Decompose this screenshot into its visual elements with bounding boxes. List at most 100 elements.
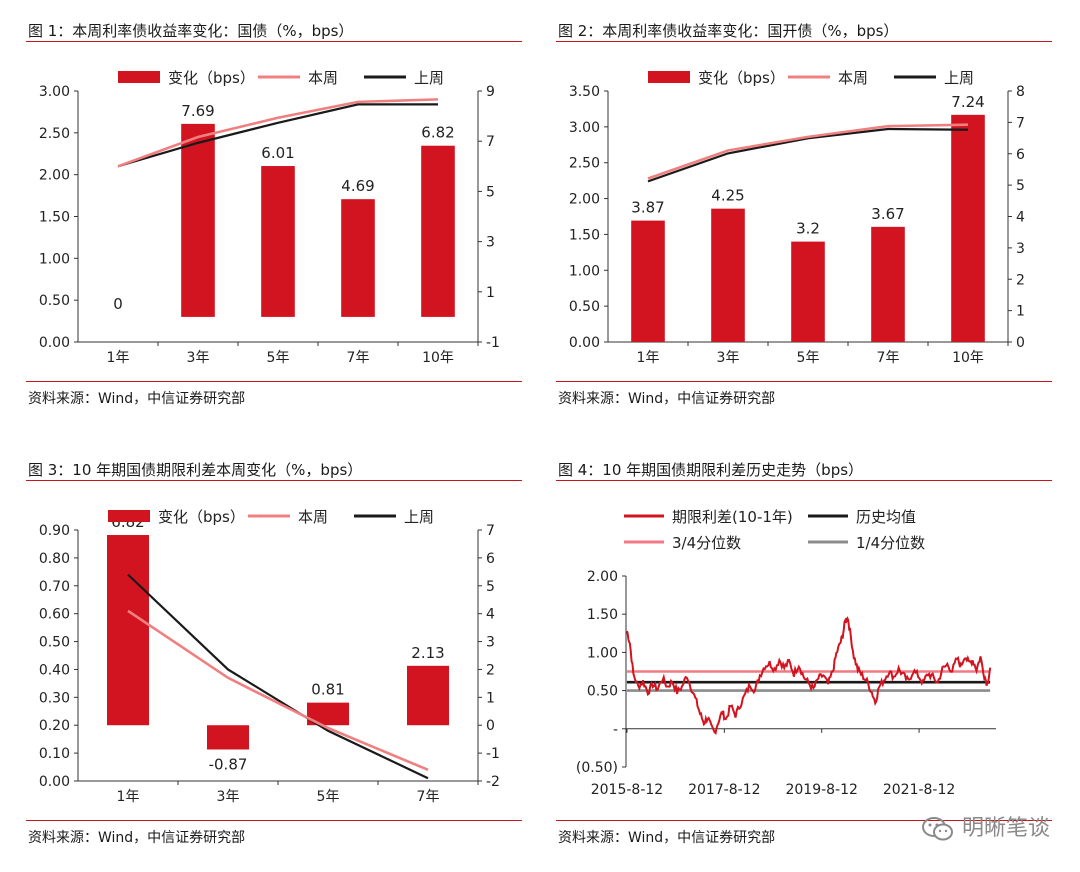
legend-swatch-change <box>118 71 160 83</box>
x-tick-label: 7年 <box>417 789 440 805</box>
bar-data-label: -0.87 <box>209 755 248 773</box>
x-tick-label: 3年 <box>187 350 210 366</box>
right-tick-label: 0 <box>1016 335 1025 351</box>
left-tick-label: 0.40 <box>39 662 70 678</box>
chart1-title: 图 1：本周利率债收益率变化：国债（%，bps） <box>28 22 354 40</box>
right-tick-label: 3 <box>486 235 495 251</box>
right-tick-label: 1 <box>1016 304 1025 320</box>
left-tick-label: 0.20 <box>39 718 70 734</box>
left-tick-label: 0.50 <box>39 635 70 651</box>
legend-label-this-week: 本周 <box>308 69 338 87</box>
left-tick-label: 0.60 <box>39 607 70 623</box>
left-tick-label: 1.50 <box>39 210 70 226</box>
bar <box>951 114 985 342</box>
chart2-title-rule <box>556 41 1052 42</box>
bar-data-label: 2.13 <box>411 644 444 662</box>
x-tick-label: 3年 <box>217 789 240 805</box>
left-tick-label: 3.50 <box>569 84 600 100</box>
left-tick-label: 1.50 <box>569 227 600 243</box>
bar <box>307 702 349 726</box>
bar-data-label: 6.01 <box>261 144 294 162</box>
right-tick-label: 2 <box>486 662 495 678</box>
legend-label-change: 变化（bps） <box>698 69 785 87</box>
left-tick-label: (0.50) <box>576 760 618 776</box>
right-tick-label: 2 <box>1016 272 1025 288</box>
left-tick-label: 0.10 <box>39 746 70 762</box>
left-tick-label: 0.00 <box>39 774 70 790</box>
chart1-source: 资料来源：Wind，中信证券研究部 <box>28 391 246 407</box>
bar <box>207 725 249 750</box>
legend-label-last-week: 上周 <box>944 69 974 87</box>
left-tick-label: 1.00 <box>569 263 600 279</box>
legend-label-this-week: 本周 <box>298 508 328 526</box>
x-tick-label: 10年 <box>952 350 984 366</box>
left-tick-label: 1.50 <box>587 607 618 623</box>
right-tick-label: 1 <box>486 690 495 706</box>
x-tick-label: 2015-8-12 <box>591 782 663 798</box>
last-week-line <box>117 103 438 168</box>
left-tick-label: 0.50 <box>587 684 618 700</box>
right-tick-label: 9 <box>486 84 495 100</box>
right-tick-label: 6 <box>486 551 495 567</box>
legend-label-spread: 期限利差(10-1年) <box>672 508 793 526</box>
chart3-title-rule <box>26 480 522 481</box>
chart2-source: 资料来源：Wind，中信证券研究部 <box>558 391 776 407</box>
bar <box>107 535 149 726</box>
right-tick-label: 4 <box>486 607 495 623</box>
right-tick-label: 0 <box>486 718 495 734</box>
x-tick-label: 3年 <box>717 350 740 366</box>
legend-label-change: 变化（bps） <box>168 69 255 87</box>
bar-data-label: 7.24 <box>951 93 984 111</box>
chart2-yield-change-cdb: 0.00 0.50 1.00 1.50 2.00 2.50 3.00 3.50 0 1 2 3 4 5 6 7… <box>569 69 1025 366</box>
bar <box>631 220 665 342</box>
watermark-text: 明晰笔谈 <box>961 816 1050 841</box>
this-week-line <box>647 123 969 180</box>
right-tick-label: 8 <box>1016 84 1025 100</box>
chart1-title-rule <box>26 41 522 42</box>
legend-label-last-week: 上周 <box>404 508 434 526</box>
bar <box>341 199 375 317</box>
bar <box>181 123 215 317</box>
left-tick-label: 0.50 <box>39 293 70 309</box>
left-tick-label: 0.00 <box>569 335 600 351</box>
left-tick-label: 1.00 <box>587 645 618 661</box>
x-tick-label: 1年 <box>107 350 130 366</box>
x-tick-label: 7年 <box>877 350 900 366</box>
x-tick-label: 5年 <box>267 350 290 366</box>
left-tick-label: 2.50 <box>569 156 600 172</box>
chart3-source-rule <box>26 820 522 821</box>
bar-data-label: 0 <box>113 295 123 313</box>
legend-swatch-change <box>108 510 150 522</box>
bar-data-label: 0.81 <box>311 681 344 699</box>
bar-data-label: 3.67 <box>871 205 904 223</box>
left-tick-label: 0.90 <box>39 523 70 539</box>
left-tick-label: 3.00 <box>569 120 600 136</box>
right-tick-label: 1 <box>486 285 495 301</box>
bar-data-label: 3.2 <box>796 220 820 238</box>
left-tick-label: 1.00 <box>39 251 70 267</box>
chart1-source-rule <box>26 381 522 382</box>
left-tick-label: 0.70 <box>39 579 70 595</box>
bar-data-label: 4.25 <box>711 187 744 205</box>
x-tick-label: 7年 <box>347 350 370 366</box>
legend-label-last-week: 上周 <box>414 69 444 87</box>
left-tick-label: 0.00 <box>39 335 70 351</box>
right-tick-label: 5 <box>486 579 495 595</box>
legend-swatch-change <box>648 71 690 83</box>
this-week-line <box>117 98 439 168</box>
right-tick-label: 5 <box>486 184 495 200</box>
left-tick-label: 2.50 <box>39 126 70 142</box>
bar <box>407 665 449 726</box>
right-tick-label: 5 <box>1016 178 1025 194</box>
chart3-source: 资料来源：Wind，中信证券研究部 <box>28 830 246 846</box>
chart1-yield-change-treasury: 0.00 0.50 1.00 1.50 2.00 2.50 3.00 -1 1 3 5 7 9 1年 3年 5… <box>39 69 500 366</box>
right-tick-label: 3 <box>1016 241 1025 257</box>
right-tick-label: -1 <box>486 746 500 762</box>
chart2-source-rule <box>556 381 1052 382</box>
x-tick-label: 2019-8-12 <box>785 782 857 798</box>
left-tick-label: 0.30 <box>39 690 70 706</box>
right-tick-label: 7 <box>1016 115 1025 131</box>
right-tick-label: 7 <box>486 523 495 539</box>
bar <box>791 241 825 342</box>
chart4-source-rule <box>556 820 1052 821</box>
